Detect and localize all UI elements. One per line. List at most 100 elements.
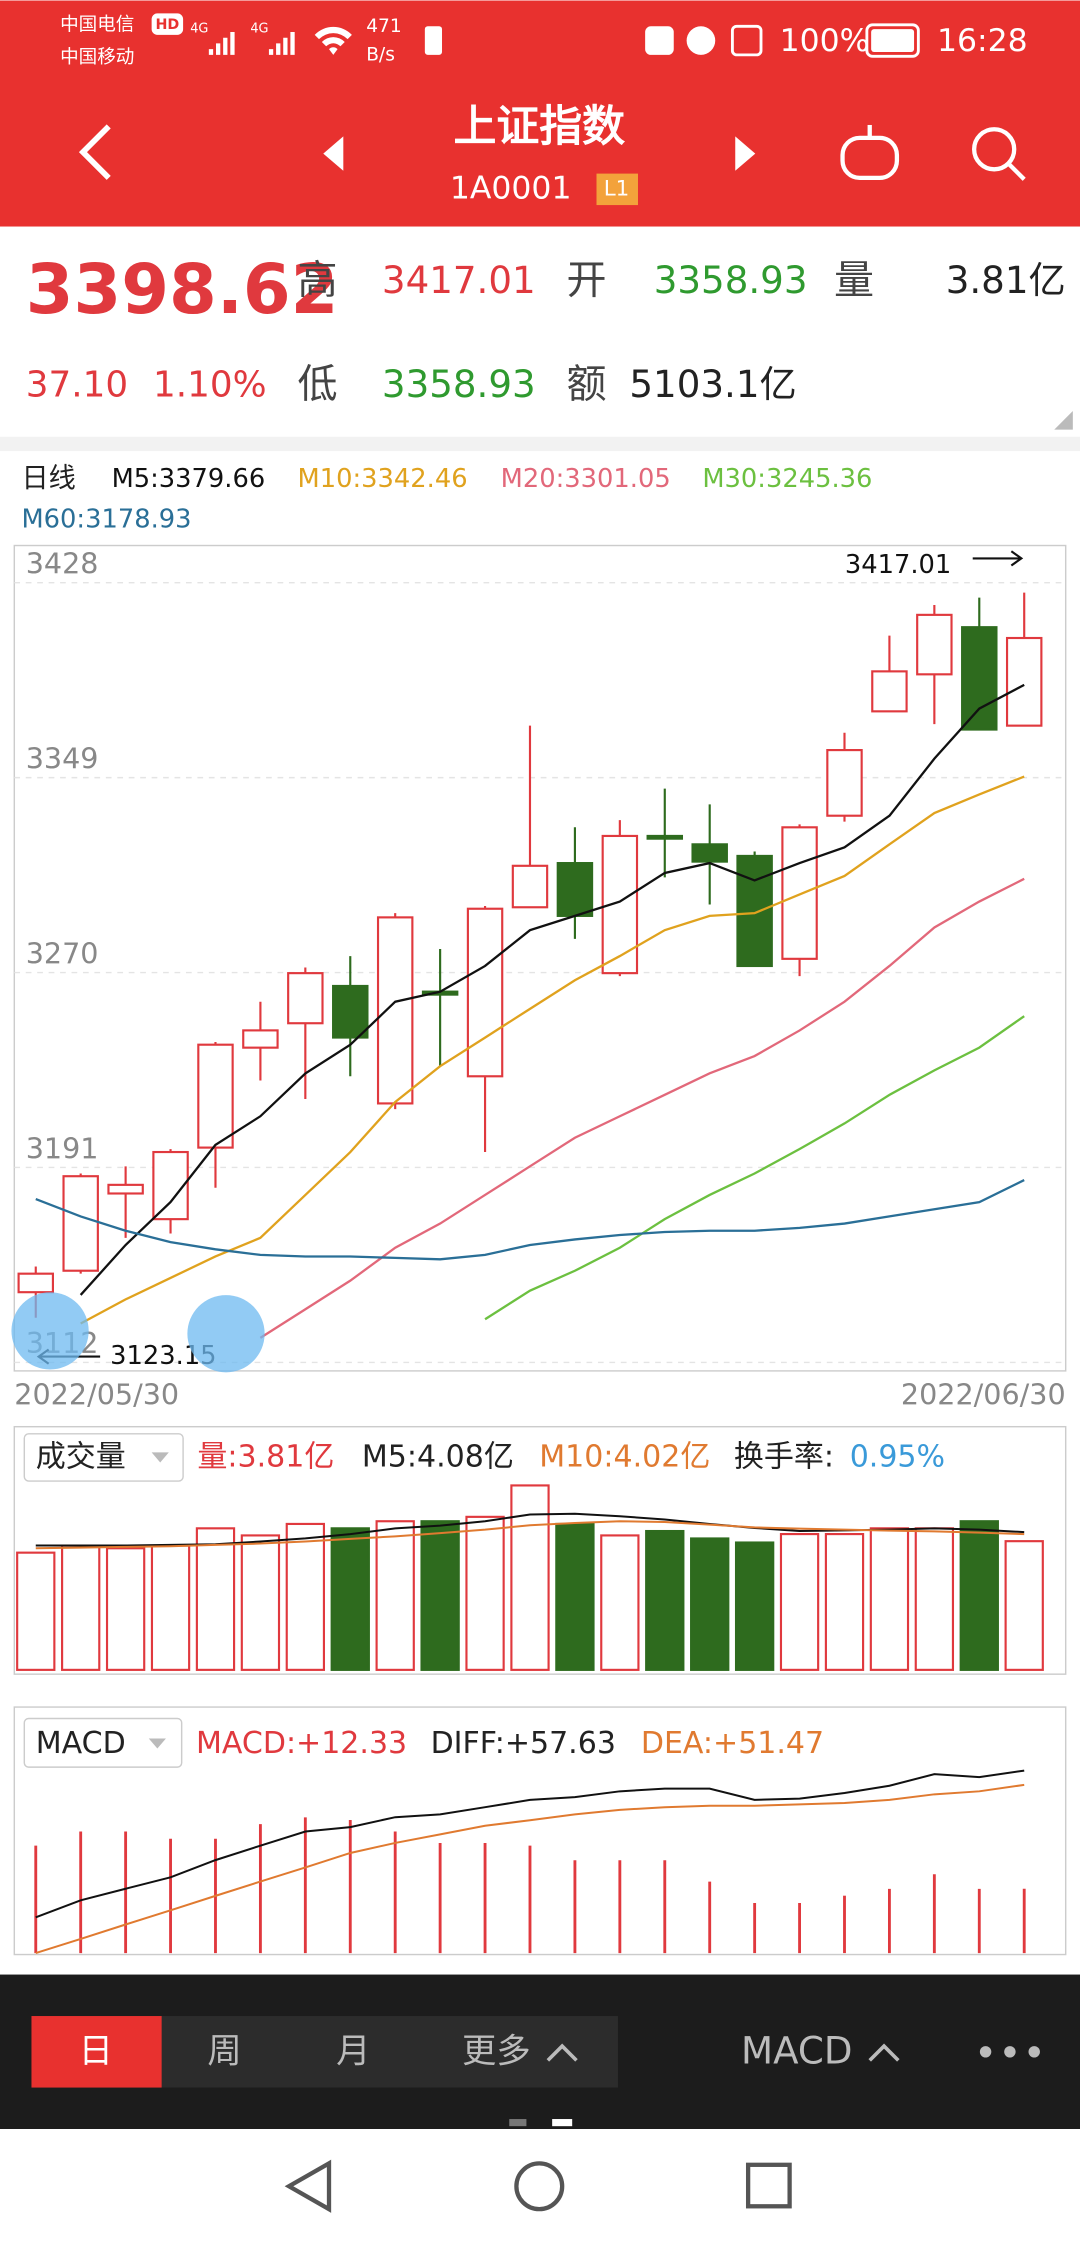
nav-back[interactable] [284, 2159, 332, 2213]
network: 4G [190, 22, 208, 37]
candle-body [1005, 636, 1043, 727]
change: 37.10 [26, 365, 128, 406]
search-button[interactable] [971, 127, 1026, 181]
volume: 3.81亿 [946, 258, 1066, 302]
y-tick-label: 3270 [26, 936, 99, 970]
level: L1 [604, 176, 630, 201]
float-button [11, 1292, 89, 1370]
candle-body [332, 984, 369, 1039]
turnover-label: 换手率: [734, 1440, 834, 1475]
volume-ma [35, 1520, 1025, 1550]
candle-body [646, 834, 684, 840]
nav-header: 上证指数 1A0001 L1 [78, 102, 1026, 206]
macd-selector-label: MACD [36, 1726, 126, 1761]
volume-bar [16, 1551, 56, 1671]
prev-button[interactable] [323, 136, 344, 171]
ma-line [484, 1015, 1025, 1321]
label: 低 [298, 362, 338, 408]
active-tab [31, 2016, 162, 2088]
next-button[interactable] [735, 136, 756, 171]
candle-body [871, 670, 908, 713]
ma-legend: M5:3379.66 [112, 464, 266, 494]
price: 3398.62 [26, 250, 339, 330]
volume-bar [240, 1534, 281, 1671]
candle-body [826, 749, 863, 817]
indicator-button[interactable]: MACD [741, 2029, 852, 2073]
alarm-icon [686, 26, 716, 55]
vol-m10-label: M10:4.02亿 [539, 1440, 710, 1475]
more-button[interactable] [979, 2046, 1040, 2058]
candle-body [152, 1150, 189, 1221]
max-arrow [972, 550, 1024, 567]
battery-level: 100% [780, 23, 870, 59]
hd-badge [151, 13, 184, 35]
candle-body [62, 1175, 99, 1272]
label: 开 [566, 257, 606, 303]
candle-body [961, 626, 998, 731]
tab[interactable]: 月 [336, 2032, 370, 2072]
vol-m5-label: M5:4.08亿 [362, 1440, 514, 1475]
level-badge [596, 173, 638, 206]
candle-body [17, 1272, 54, 1294]
kline-frame [13, 544, 1067, 1372]
candle-body [287, 972, 324, 1025]
volume-bar [465, 1515, 505, 1671]
volume-bar [555, 1522, 595, 1671]
ma-line [35, 1179, 1025, 1261]
tab[interactable]: 周 [207, 2032, 241, 2072]
vibrate-icon [730, 24, 763, 57]
volume-bar [779, 1533, 820, 1671]
candle-body [691, 843, 728, 863]
label: 额 [566, 362, 606, 408]
net-speed-unit: B/s [366, 44, 395, 65]
ma-legend: M20:3301.05 [501, 464, 671, 494]
date-label: 2022/06/30 [901, 1378, 1066, 1412]
volume-frame [13, 1425, 1067, 1675]
turnover: 0.95% [850, 1440, 945, 1475]
battery-icon [865, 23, 920, 58]
low: 3358.93 [382, 362, 536, 406]
volume-bar [195, 1527, 236, 1671]
nav-home[interactable] [514, 2161, 565, 2212]
wifi-icon [314, 26, 352, 55]
candle-body [511, 864, 549, 909]
candle-body [466, 907, 504, 1078]
tab[interactable]: 更多 [462, 2032, 531, 2072]
back-button[interactable] [78, 124, 111, 180]
volume-bar [645, 1529, 685, 1671]
volume-bar [824, 1533, 865, 1671]
carrier: 中国电信 [60, 14, 134, 35]
alert-icon [424, 26, 443, 55]
volume-bar [510, 1484, 550, 1671]
label: 高 [298, 257, 338, 303]
network: 4G [250, 22, 268, 37]
volume-bar [420, 1520, 460, 1671]
robot-button[interactable] [840, 124, 900, 181]
y-tick-label: 3191 [26, 1131, 99, 1165]
volume-bar [1004, 1540, 1044, 1671]
ma-legend: M30:3245.36 [702, 464, 872, 494]
macd-selector[interactable] [23, 1717, 183, 1768]
volume-selector[interactable] [23, 1433, 184, 1482]
caret [868, 2043, 900, 2062]
volume-bar [600, 1534, 640, 1671]
expand-corner[interactable] [1054, 411, 1073, 430]
volume-bar [914, 1527, 955, 1671]
page-dot [509, 2119, 527, 2127]
page-dot [552, 2119, 573, 2127]
candle-body [376, 916, 414, 1105]
volume-bar [375, 1520, 415, 1671]
candle-body [197, 1043, 234, 1149]
volume-bar [330, 1527, 370, 1671]
diff-label: DIFF:+57.63 [431, 1726, 616, 1761]
volume-bar [959, 1520, 999, 1671]
system-nav [0, 2129, 1080, 2244]
tab[interactable]: 日 [79, 2032, 113, 2072]
change-pct: 1.10% [153, 365, 267, 406]
diff-line [35, 1769, 1025, 1919]
macd-frame [13, 1706, 1067, 1956]
nav-recent[interactable] [745, 2162, 792, 2209]
open: 3358.93 [654, 258, 808, 302]
battery-fill [871, 29, 915, 53]
